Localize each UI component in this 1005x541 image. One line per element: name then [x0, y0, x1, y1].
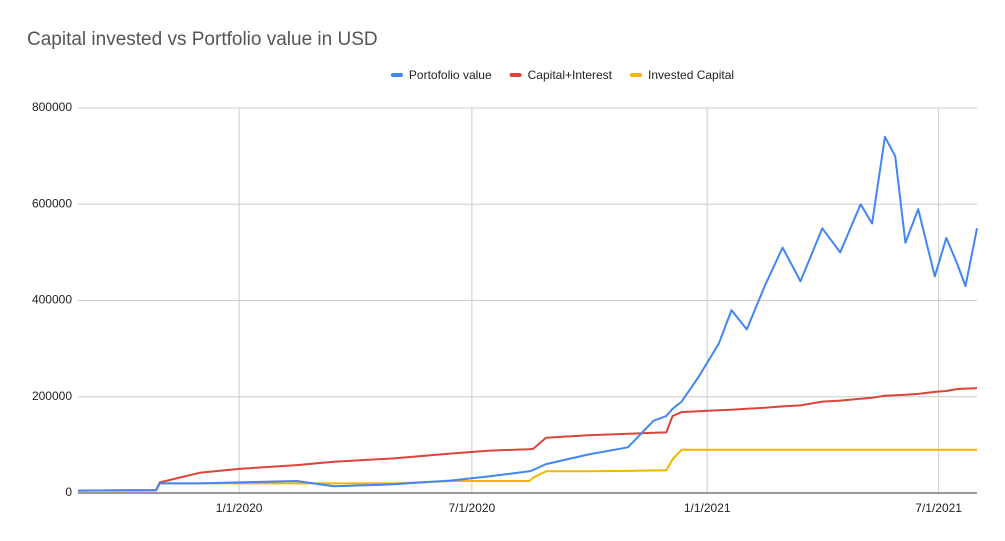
y-tick-label: 200000	[32, 389, 72, 403]
legend-label: Portofolio value	[409, 68, 492, 82]
y-tick-label: 0	[65, 485, 72, 499]
legend-swatch	[509, 73, 522, 77]
legend-label: Invested Capital	[648, 68, 734, 82]
legend: Portofolio value Capital+Interest Invested…	[390, 68, 734, 82]
series-line	[77, 135, 978, 492]
y-tick-label: 800000	[32, 100, 72, 114]
y-tick-label: 400000	[32, 293, 72, 307]
x-tick-label: 7/1/2020	[449, 501, 496, 515]
legend-swatch	[390, 73, 403, 77]
y-tick-label: 600000	[32, 196, 72, 210]
legend-swatch	[630, 73, 643, 77]
series-line	[77, 387, 978, 492]
x-tick-label: 7/1/2021	[915, 501, 962, 515]
x-tick-label: 1/1/2020	[216, 501, 263, 515]
legend-label: Capital+Interest	[528, 68, 613, 82]
x-tick-label: 1/1/2021	[684, 501, 731, 515]
series-line	[78, 448, 977, 492]
chart-title: Capital invested vs Portfolio value in U…	[27, 29, 378, 50]
